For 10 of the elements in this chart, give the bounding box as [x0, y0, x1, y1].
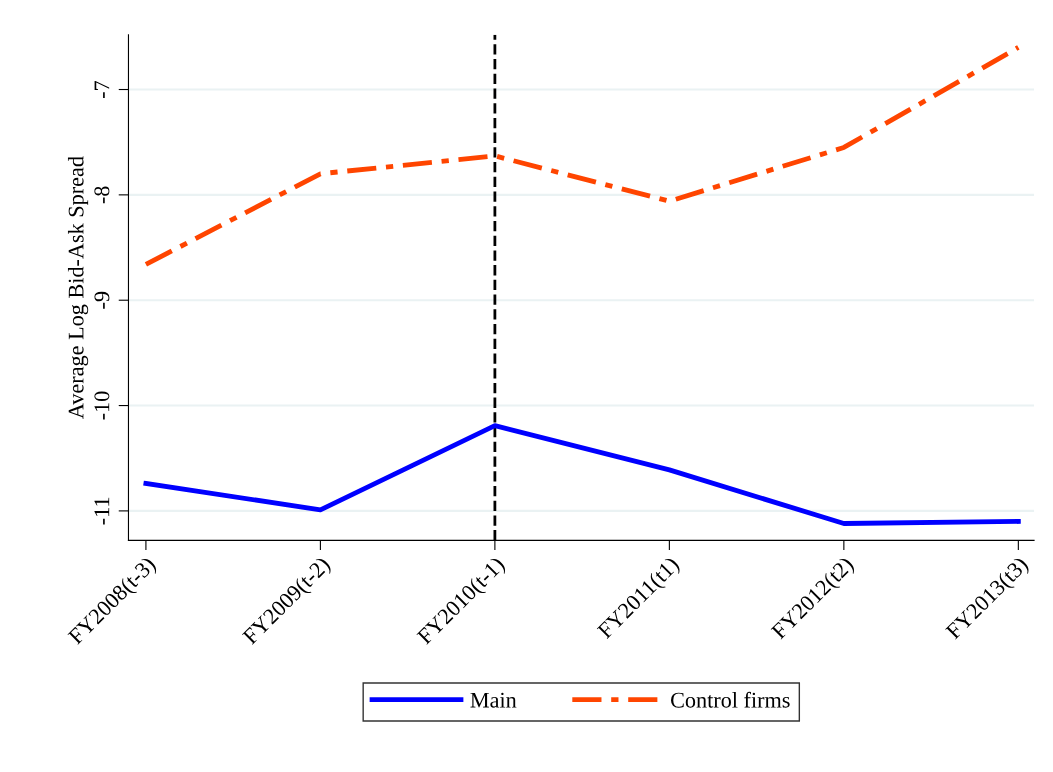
line-series — [143, 423, 1021, 526]
y-tick-label: -11 — [94, 497, 110, 525]
y-tick-label: -10 — [94, 391, 110, 420]
y-tick-label: -8 — [94, 186, 110, 204]
y-tick-label: -9 — [94, 291, 110, 309]
y-axis-title: Average Log Bid-Ask Spread — [67, 156, 89, 419]
y-tick-label: -7 — [94, 80, 110, 98]
line-series — [143, 44, 1021, 267]
legend-label: Main — [470, 692, 517, 708]
legend-label: Control firms — [671, 691, 790, 708]
